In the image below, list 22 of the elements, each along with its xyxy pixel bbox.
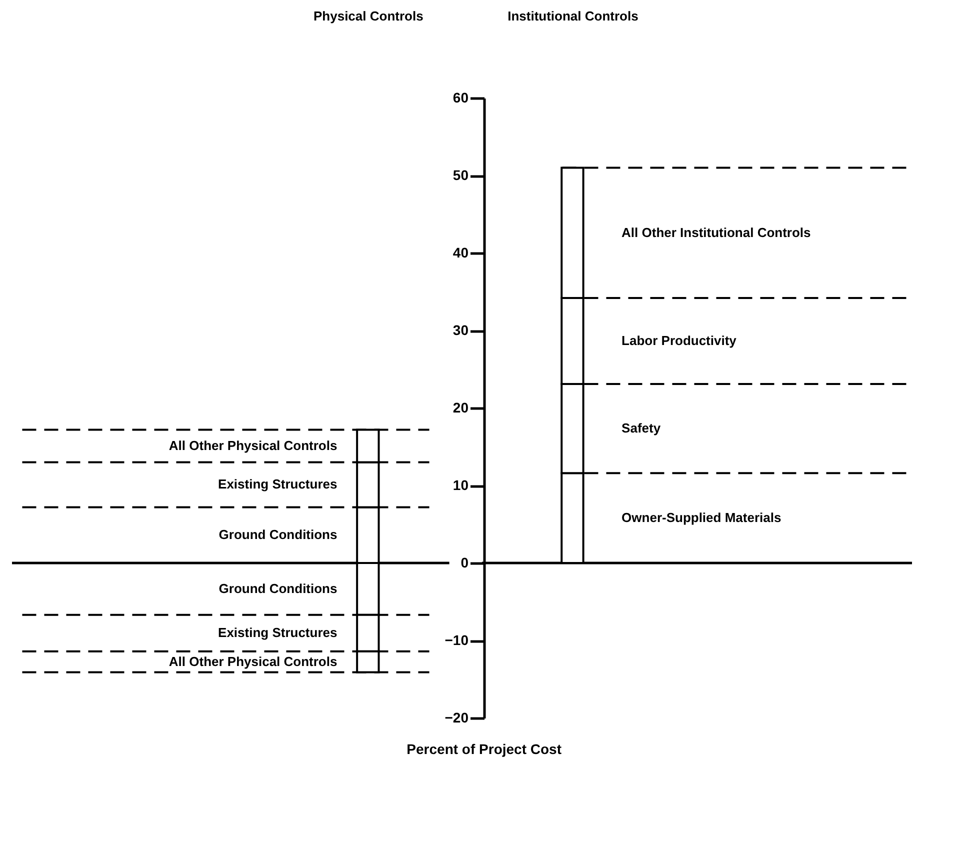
series-label: Existing Structures (218, 625, 338, 640)
text: All Other Institutional Controls (622, 224, 811, 240)
y-tick-label: −20 (444, 710, 469, 726)
text: Safety (622, 420, 662, 436)
y-tick-label: 60 (452, 90, 469, 106)
y-tick-label: −10 (444, 632, 469, 648)
y-tick-label: 0 (460, 554, 469, 570)
x-tick-label: Physical Controls (314, 8, 424, 24)
series-label: Existing Structures (218, 476, 338, 492)
y-tick-label: 50 (452, 167, 469, 183)
x-tick-label: Institutional Controls (508, 8, 638, 24)
y-tick-label: 40 (452, 244, 469, 260)
text: Labor Productivity (622, 332, 738, 348)
text: Owner-Supplied Materials (622, 510, 782, 526)
y-tick-label: 10 (452, 477, 469, 493)
y-tick-label: 20 (452, 400, 469, 416)
series-label: All Other Physical Controls (168, 438, 338, 453)
x-axis-title: Percent of Project Cost (406, 741, 562, 757)
series-label: Ground Conditions (218, 527, 338, 542)
series-label: All Other Physical Controls (168, 654, 338, 669)
y-tick-label: 30 (452, 322, 469, 338)
series-label: Ground Conditions (218, 580, 338, 596)
